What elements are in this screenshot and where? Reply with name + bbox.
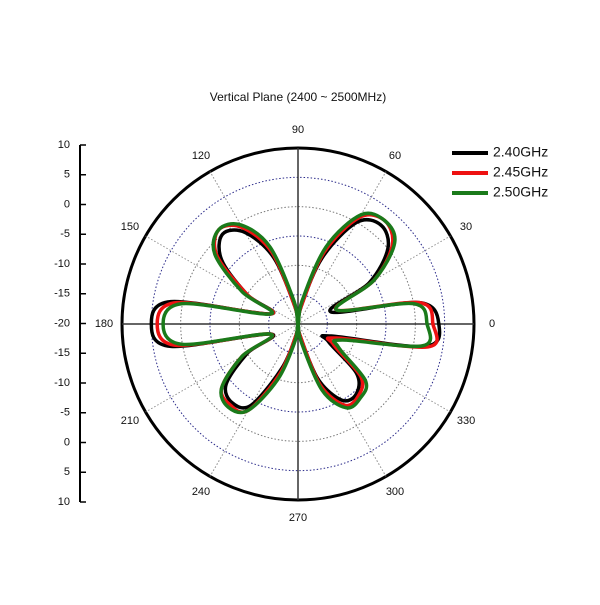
angle-label: 270 xyxy=(289,512,307,524)
angle-label: 150 xyxy=(121,221,139,233)
spoke xyxy=(209,171,299,325)
left-axis-tick-label: 5 xyxy=(64,466,70,478)
left-axis-tick-label: -15 xyxy=(54,288,70,300)
angle-label: 300 xyxy=(386,486,404,498)
legend-label: 2.40GHz xyxy=(493,144,548,160)
angle-label: 60 xyxy=(389,150,401,162)
left-axis-tick-label: 5 xyxy=(64,169,70,181)
angle-label: 0 xyxy=(489,318,495,330)
left-axis-tick-label: 10 xyxy=(58,139,70,151)
legend-label: 2.45GHz xyxy=(493,164,548,180)
angle-label: 30 xyxy=(460,221,472,233)
left-axis-tick-label: -5 xyxy=(60,407,70,419)
angle-label: 120 xyxy=(192,150,210,162)
angle-label: 210 xyxy=(121,415,139,427)
angle-label: 180 xyxy=(95,318,113,330)
left-axis-tick-label: -15 xyxy=(54,347,70,359)
left-axis-tick-label: 10 xyxy=(58,496,70,508)
angle-label: 90 xyxy=(292,124,304,136)
left-axis-tick-label: -5 xyxy=(60,228,70,240)
spoke xyxy=(209,323,299,477)
left-axis-tick-label: -20 xyxy=(54,317,70,329)
chart-title: Vertical Plane (2400 ~ 2500MHz) xyxy=(210,90,386,104)
spoke xyxy=(297,171,387,325)
left-axis-tick-label: 0 xyxy=(64,198,70,210)
left-axis-tick-label: -10 xyxy=(54,258,70,270)
legend-label: 2.50GHz xyxy=(493,184,548,200)
left-axis-tick-label: -10 xyxy=(54,377,70,389)
left-axis-tick-label: 0 xyxy=(64,436,70,448)
series-line xyxy=(161,211,433,415)
angle-label: 240 xyxy=(192,486,210,498)
angle-label: 330 xyxy=(457,415,475,427)
series-line xyxy=(149,217,442,410)
